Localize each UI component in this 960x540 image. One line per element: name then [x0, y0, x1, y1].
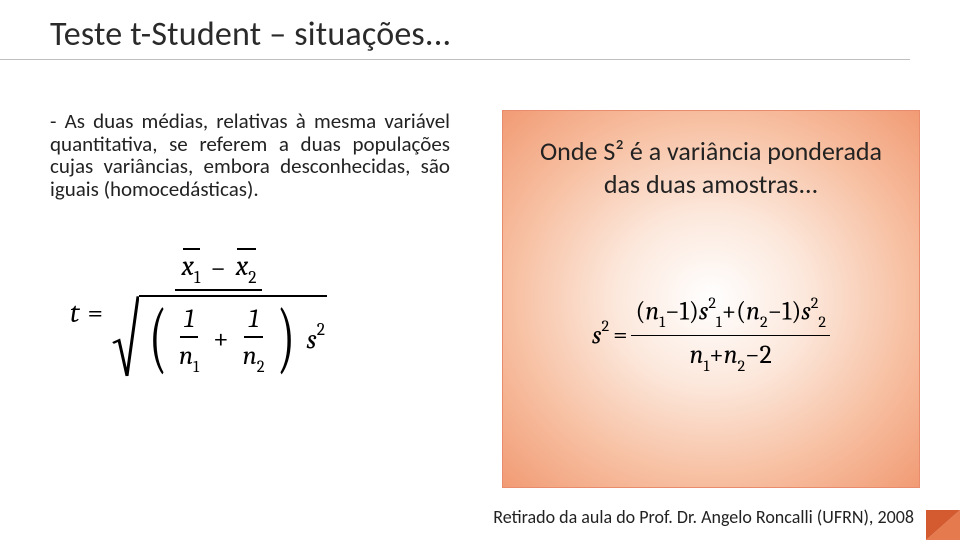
left-paren: ( [635, 297, 645, 327]
citation-footer: Retirado da aula do Prof. Dr. Angelo Ron… [493, 506, 914, 528]
equals-sign: = [613, 320, 627, 350]
n-sub-1: n1 [179, 338, 199, 375]
slide: Teste t-Student – situações... - As duas… [0, 0, 960, 540]
equals-sign: = [88, 297, 104, 329]
radical-icon [111, 295, 139, 377]
radicand: ( 1 n1 + 1 n2 ) s2 [139, 295, 327, 377]
subscript-2: 2 [760, 313, 768, 332]
left-paren: ( [149, 307, 167, 370]
n-sub-2: n2 [243, 338, 265, 375]
sqrt: ( 1 n1 + 1 n2 ) s2 [111, 295, 327, 377]
right-paren: ) [791, 297, 801, 327]
plus-sign: + [709, 340, 723, 370]
frac-1-n2: 1 n2 [243, 303, 265, 375]
var-n: n [179, 340, 193, 371]
x-bar-1: x1 [181, 250, 200, 287]
x-bar-2: x2 [236, 250, 257, 287]
slide-title: Teste t-Student – situações... [0, 0, 910, 60]
subscript-2: 2 [738, 357, 746, 376]
subscript-2: 2 [257, 358, 265, 377]
minus-one: −1 [665, 297, 689, 327]
var-n: n [690, 340, 704, 370]
plus-sign: + [213, 323, 229, 355]
variance-info-box: Onde S² é a variância ponderada das duas… [502, 110, 920, 488]
formula-s2-fraction: (n1−1)s21+(n2−1)s22 n1+n2−2 [631, 296, 830, 374]
s-squared-lhs: s2 [592, 320, 609, 351]
numeral-1: 1 [244, 303, 262, 338]
var-s: s [307, 323, 317, 355]
minus-sign: − [210, 252, 226, 284]
superscript-2: 2 [708, 294, 716, 313]
var-n: n [243, 340, 257, 371]
formula-t-lhs: t [70, 297, 80, 329]
formula-t-fraction: x1 − x2 ( [111, 250, 327, 377]
formula-t-denominator: ( 1 n1 + 1 n2 ) s2 [111, 291, 327, 377]
right-paren: ) [277, 307, 295, 370]
var-x: x [181, 250, 194, 282]
subscript-2: 2 [248, 268, 256, 288]
right-paren: ) [689, 297, 699, 327]
minus-one: −1 [768, 297, 792, 327]
var-n: n [724, 340, 738, 370]
superscript-2: 2 [317, 320, 325, 340]
formula-pooled-variance: s2 = (n1−1)s21+(n2−1)s22 n1+n2−2 [592, 296, 830, 374]
numeral-1: 1 [180, 303, 198, 338]
subscript-1: 1 [659, 313, 665, 332]
page-corner-icon [926, 510, 960, 540]
formula-s2-denominator: n1+n2−2 [690, 336, 772, 374]
formula-s2-numerator: (n1−1)s21+(n2−1)s22 [631, 296, 830, 336]
subscript-1: 1 [716, 313, 722, 332]
var-s: s [801, 297, 810, 327]
var-n: n [746, 297, 760, 327]
s-squared: s2 [307, 323, 325, 355]
subscript-2: 2 [818, 313, 826, 332]
plus-sign: + [722, 297, 736, 327]
superscript-2: 2 [811, 294, 819, 313]
formula-t-statistic: t = x1 − x2 [70, 250, 327, 377]
var-n: n [645, 297, 659, 327]
body-paragraph: - As duas médias, relativas à mesma vari… [50, 110, 450, 201]
frac-1-n1: 1 n1 [179, 303, 199, 375]
subscript-1: 1 [194, 268, 200, 288]
left-paren: ( [736, 297, 746, 327]
superscript-2: 2 [601, 317, 609, 336]
subscript-1: 1 [703, 357, 709, 376]
formula-t-numerator: x1 − x2 [175, 250, 262, 291]
subscript-1: 1 [193, 358, 199, 377]
var-s: s [699, 297, 708, 327]
minus-two: −2 [745, 340, 772, 370]
var-x: x [236, 250, 249, 282]
variance-info-text: Onde S² é a variância ponderada das duas… [521, 135, 901, 200]
